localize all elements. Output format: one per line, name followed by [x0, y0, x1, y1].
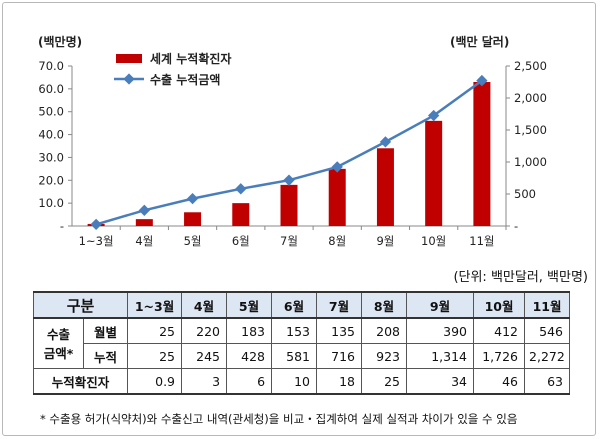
table-cell: 34 [406, 368, 475, 395]
x-tick-label: 5월 [184, 234, 202, 248]
y-left-tick-label: 20.0 [38, 173, 64, 187]
table-row-label: 누적확진자 [32, 368, 129, 395]
table-cell: 1,726 [473, 343, 526, 369]
x-tick-label: 1~3월 [79, 234, 114, 248]
table-col-header: 10월 [473, 291, 526, 319]
table-cell: 183 [226, 317, 273, 344]
table-cell: 63 [524, 368, 571, 395]
table-col-header: 4월 [181, 291, 228, 319]
y-right-tick-label: 500 [514, 187, 536, 201]
line-point [379, 136, 392, 148]
x-tick-label: 11월 [469, 234, 494, 248]
table-col-header: 8월 [361, 291, 408, 319]
legend-swatch-marker [123, 73, 135, 85]
y-right-tick-label: 1,000 [514, 155, 547, 169]
y-left-tick-label: - [60, 219, 64, 233]
table-cell: 412 [473, 317, 526, 344]
y-right-tick-label: - [514, 219, 518, 233]
table-cell: 18 [316, 368, 363, 395]
table-cell: 546 [524, 317, 571, 344]
legend-label-bar: 세계 누적확진자 [150, 51, 231, 66]
legend-swatch-bar [116, 54, 142, 63]
y-right-tick-label: 2,000 [514, 91, 547, 105]
y-left-axis-title: (백만명) [38, 34, 82, 49]
line-point [186, 192, 199, 205]
x-tick-label: 7월 [280, 234, 298, 248]
table-cell: 220 [181, 317, 228, 344]
table-group-label: 수출 금액* [33, 317, 84, 369]
line-point [283, 174, 295, 186]
line-point [138, 204, 150, 216]
table-cell: 390 [406, 317, 475, 344]
line-point [331, 161, 343, 173]
table-col-header: 11월 [524, 291, 571, 319]
table-cell: 6 [226, 368, 273, 395]
table-cell: 25 [361, 368, 408, 395]
y-right-axis-title: (백만 달러) [450, 34, 509, 49]
x-tick-label: 4월 [135, 234, 153, 248]
line-point [235, 183, 247, 195]
table-cell: 245 [181, 343, 228, 369]
table-col-header: 5월 [226, 291, 273, 319]
table-cell: 0.9 [127, 368, 183, 395]
table-col-header: 6월 [271, 291, 318, 319]
y-right-tick-label: 1,500 [514, 123, 547, 137]
y-left-tick-label: 60.0 [38, 82, 64, 96]
table-cell: 25 [127, 343, 183, 369]
footnote: * 수출용 허가(식약처)와 수출신고 내역(관세청)을 비교・집계하여 실제 … [40, 412, 518, 426]
table-col-header: 1~3월 [127, 291, 183, 319]
unit-note: (단위: 백만달러, 백만명) [453, 270, 588, 285]
table-row-label: 누적 [82, 343, 129, 369]
table-cell: 1,314 [406, 343, 475, 369]
table-col-header: 9월 [406, 291, 475, 319]
table-col-header: 7월 [316, 291, 363, 319]
table-cell: 428 [226, 343, 273, 369]
table-row-cumulative: 누적 25 245 428 581 716 923 1,314 1,726 2,… [34, 343, 571, 369]
y-right-tick-label: 2,500 [514, 59, 547, 73]
x-tick-label: 6월 [232, 234, 250, 248]
y-left-tick-label: 30.0 [38, 150, 64, 164]
bar [328, 168, 346, 226]
table-corner-header: 구분 [32, 291, 129, 319]
x-tick-label: 8월 [328, 234, 346, 248]
x-tick-label: 9월 [376, 234, 394, 248]
y-left-tick-label: 70.0 [38, 59, 64, 73]
y-left-tick-label: 50.0 [38, 105, 64, 119]
table-cell: 581 [271, 343, 318, 369]
table-cell: 153 [271, 317, 318, 344]
table-cell: 208 [361, 317, 408, 344]
table-row-cases: 누적확진자 0.9 3 6 10 18 25 34 46 63 [32, 368, 571, 395]
line-point [90, 218, 102, 231]
table-cell: 2,272 [524, 343, 571, 369]
figure-frame [2, 2, 596, 436]
table-cell: 3 [181, 368, 228, 395]
x-tick-label: 10월 [421, 234, 446, 248]
legend-label-line: 수출 누적금액 [150, 72, 220, 87]
table-header-row: 구분 1~3월 4월 5월 6월 7월 8월 9월 10월 11월 [32, 291, 571, 319]
bar [280, 184, 298, 226]
table-cell: 135 [316, 317, 363, 344]
table-cell: 25 [127, 317, 183, 344]
bar [473, 82, 491, 226]
bar [184, 212, 202, 226]
table-cell: 716 [316, 343, 363, 369]
combo-chart: - 10.0 20.0 30.0 40.0 50.0 60.0 70.0 - 500 1,000 1,… [38, 34, 547, 248]
bar [135, 219, 153, 226]
y-left-tick-label: 10.0 [38, 196, 64, 210]
table-cell: 923 [361, 343, 408, 369]
y-left-tick-label: 40.0 [38, 128, 64, 142]
table-row-label: 월별 [82, 317, 129, 344]
data-table: 구분 1~3월 4월 5월 6월 7월 8월 9월 10월 11월 수출 금액*… [32, 291, 571, 395]
bar [376, 148, 394, 226]
bar [232, 203, 250, 226]
bar [425, 120, 443, 226]
table-cell: 10 [271, 368, 318, 395]
table-row-monthly: 수출 금액* 월별 25 220 183 153 135 208 390 412… [33, 317, 571, 369]
table-cell: 46 [473, 368, 526, 395]
